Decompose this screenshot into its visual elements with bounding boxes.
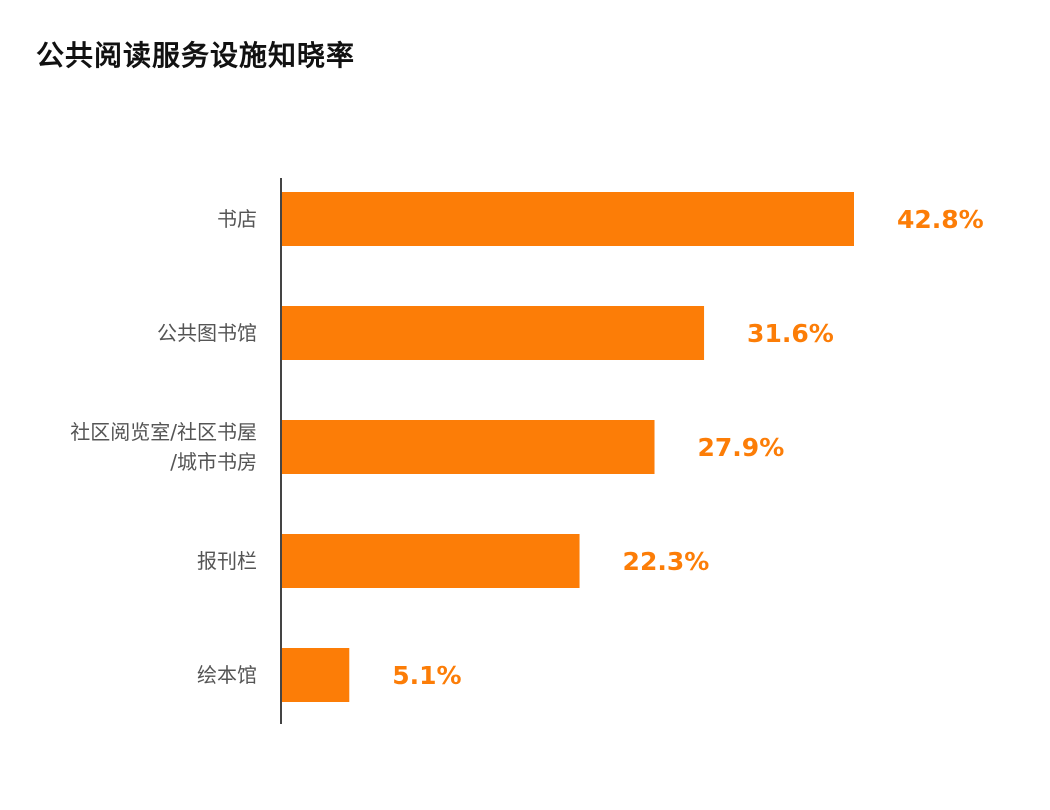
category-label: 社区阅览室/社区书屋/城市书房 bbox=[70, 420, 257, 474]
bar bbox=[281, 648, 350, 702]
category-label: 绘本馆 bbox=[197, 663, 257, 687]
category-label: 公共图书馆 bbox=[157, 321, 257, 345]
chart-title: 公共阅读服务设施知晓率 bbox=[36, 39, 356, 72]
category-label-line: 报刊栏 bbox=[197, 549, 257, 573]
bar bbox=[281, 534, 580, 588]
value-label: 5.1% bbox=[392, 661, 461, 690]
category-label: 书店 bbox=[217, 207, 257, 231]
category-label-line: 绘本馆 bbox=[197, 663, 257, 687]
value-label: 42.8% bbox=[897, 205, 984, 234]
bar bbox=[281, 192, 854, 246]
bar bbox=[281, 306, 705, 360]
category-label: 报刊栏 bbox=[197, 549, 257, 573]
category-label-line: /城市书房 bbox=[170, 450, 257, 474]
category-label-line: 公共图书馆 bbox=[157, 321, 257, 345]
value-label: 31.6% bbox=[747, 319, 834, 348]
category-label-line: 社区阅览室/社区书屋 bbox=[70, 420, 257, 444]
bar bbox=[281, 420, 655, 474]
category-label-line: 书店 bbox=[217, 207, 257, 231]
value-label: 22.3% bbox=[623, 547, 710, 576]
value-label: 27.9% bbox=[698, 433, 785, 462]
